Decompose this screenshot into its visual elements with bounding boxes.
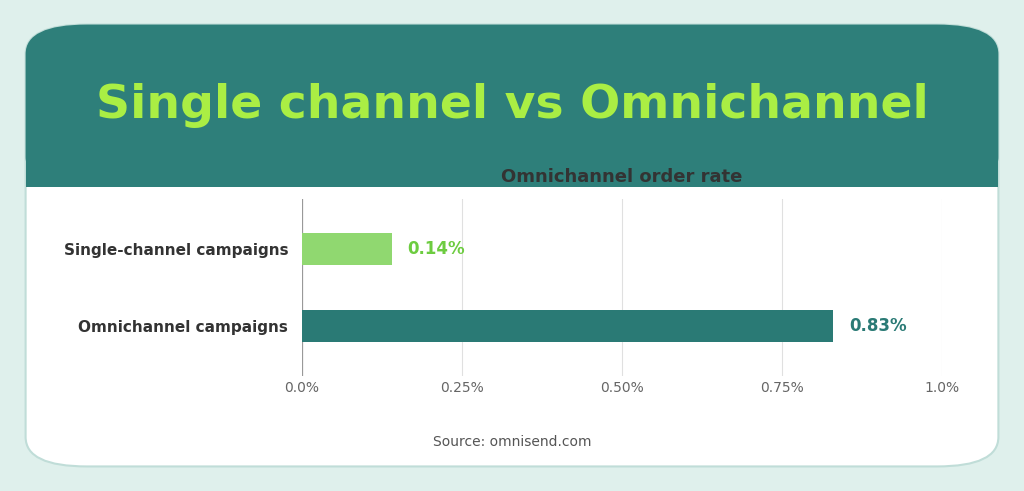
Text: 0.14%: 0.14% <box>408 240 465 258</box>
Text: Source: omnisend.com: Source: omnisend.com <box>433 435 591 449</box>
Text: Single channel vs Omnichannel: Single channel vs Omnichannel <box>95 83 929 128</box>
Bar <box>302 233 391 265</box>
FancyBboxPatch shape <box>26 25 998 187</box>
FancyBboxPatch shape <box>26 25 998 466</box>
Bar <box>26 128 998 187</box>
Bar <box>302 309 834 342</box>
Title: Omnichannel order rate: Omnichannel order rate <box>502 168 742 186</box>
Text: 0.83%: 0.83% <box>849 317 907 335</box>
